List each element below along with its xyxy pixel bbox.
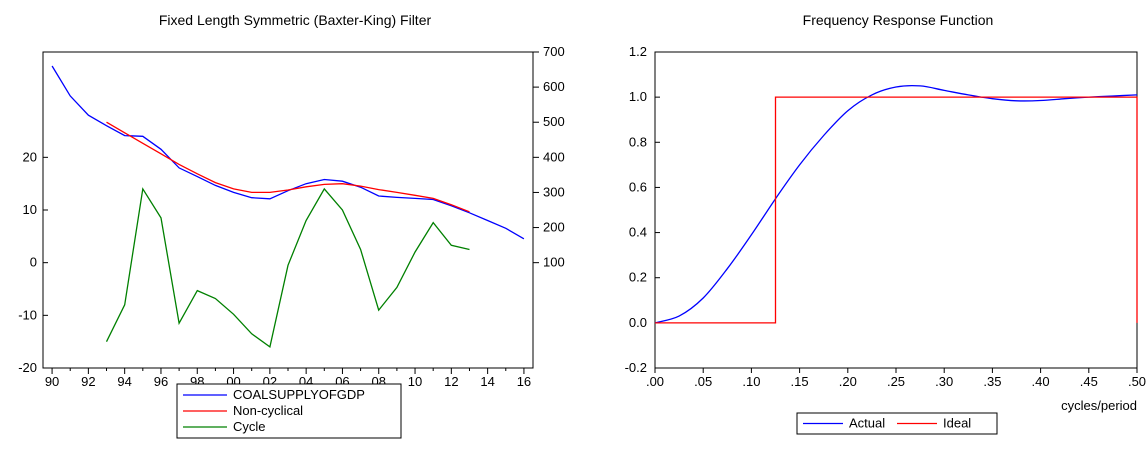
y-tick-label: 0.8	[629, 134, 647, 149]
y-tick-label: 0.2	[629, 270, 647, 285]
cycle-line	[105, 187, 470, 349]
non-cyclical-line	[106, 121, 470, 213]
baxter-king-chart: Fixed Length Symmetric (Baxter-King) Fil…	[18, 12, 565, 439]
right-y-tick-label: 400	[543, 149, 565, 164]
legend-label: Ideal	[943, 416, 971, 431]
x-tick-label: .25	[887, 374, 905, 389]
y-tick-label: 0.0	[629, 315, 647, 330]
x-tick-label: 14	[480, 374, 494, 389]
x-tick-label: .10	[742, 374, 760, 389]
x-tick-label: 90	[45, 374, 59, 389]
x-tick-label: .50	[1128, 374, 1146, 389]
y-tick-label: 1.2	[629, 44, 647, 59]
x-tick-label: .05	[694, 374, 712, 389]
x-tick-label: .00	[646, 374, 664, 389]
coalsupplyofgdp-line	[51, 65, 525, 240]
left-y-tick-label: 20	[23, 149, 37, 164]
y-tick-label: 0.6	[629, 179, 647, 194]
x-tick-label: 96	[154, 374, 168, 389]
left-y-axis: -20 -10 0 10 20	[18, 149, 48, 375]
right-y-tick-label: 200	[543, 220, 565, 235]
x-tick-label: .15	[791, 374, 809, 389]
x-tick-label: 12	[444, 374, 458, 389]
legend-label: Actual	[849, 416, 885, 431]
x-tick-label: .45	[1080, 374, 1098, 389]
x-tick-label: 94	[117, 374, 131, 389]
left-y-tick-label: -10	[18, 307, 37, 322]
y-axis: -0.2 0.0 0.2 0.4 0.6 0.8 1.0 1.2	[625, 44, 660, 375]
x-axis-label: cycles/period	[1061, 398, 1137, 413]
y-tick-label: 1.0	[629, 89, 647, 104]
right-y-tick-label: 300	[543, 184, 565, 199]
x-tick-label: .35	[983, 374, 1001, 389]
series-lines	[51, 65, 525, 349]
x-tick-label: 16	[517, 374, 531, 389]
right-y-tick-label: 700	[543, 44, 565, 59]
x-axis: 90 92 94 96 98 00 02 04 06 08 10 12 14 16	[45, 368, 531, 389]
left-y-tick-label: 0	[30, 255, 37, 270]
x-axis: .00 .05 .10 .15 .20 .25 .30 .35 .40 .45 .50	[646, 368, 1146, 389]
ideal-line	[655, 96, 1138, 324]
legend-label: COALSUPPLYOFGDP	[233, 387, 365, 402]
right-y-tick-label: 600	[543, 79, 565, 94]
x-tick-label: .40	[1032, 374, 1050, 389]
left-y-tick-label: -20	[18, 360, 37, 375]
x-tick-label: 92	[81, 374, 95, 389]
series-lines	[654, 84, 1138, 324]
legend: Actual Ideal	[796, 412, 998, 435]
right-y-tick-label: 100	[543, 255, 565, 270]
y-tick-label: -0.2	[625, 360, 647, 375]
chart-title: Frequency Response Function	[803, 12, 994, 28]
left-y-tick-label: 10	[23, 202, 37, 217]
right-y-tick-label: 500	[543, 114, 565, 129]
frequency-response-chart: Frequency Response Function -0.2 0.0 0.2 0.…	[625, 12, 1146, 435]
right-y-axis: 100 200 300 400 500 600 700	[533, 44, 565, 270]
x-tick-label: .20	[839, 374, 857, 389]
chart-title: Fixed Length Symmetric (Baxter-King) Fil…	[159, 12, 432, 28]
legend-label: Cycle	[233, 419, 266, 434]
actual-line	[654, 84, 1138, 324]
plot-frame	[654, 51, 1138, 369]
x-tick-label: .30	[935, 374, 953, 389]
legend-label: Non-cyclical	[233, 403, 303, 418]
y-tick-label: 0.4	[629, 225, 647, 240]
x-tick-label: 10	[408, 374, 422, 389]
